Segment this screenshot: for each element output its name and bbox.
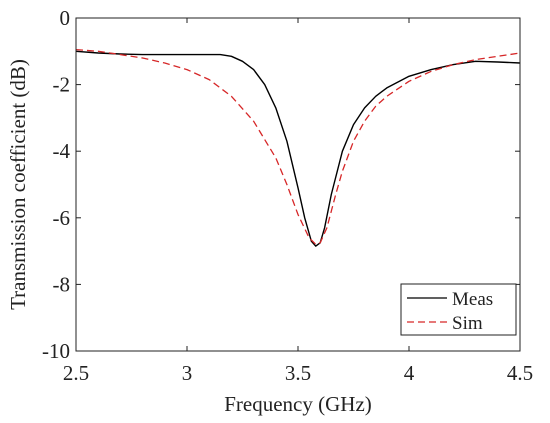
y-axis-label: Transmission coefficient (dB) — [6, 59, 30, 310]
legend-label-sim: Sim — [452, 313, 483, 334]
y-tick-label: -8 — [53, 272, 71, 296]
x-tick-label: 3.5 — [285, 361, 311, 385]
y-tick-label: -2 — [53, 73, 71, 97]
y-tick-label: -4 — [53, 139, 71, 163]
axis-ticks: 2.5 3 3.5 4 4.5 0 -2 -4 -6 -8 -10 — [42, 6, 533, 385]
x-tick-label: 2.5 — [63, 361, 89, 385]
series-line-meas — [75, 50, 521, 247]
series-line-sim — [75, 48, 521, 246]
x-tick-label: 4.5 — [507, 361, 533, 385]
legend-box — [400, 283, 517, 336]
plot-series-group — [75, 48, 521, 247]
y-tick-label: -10 — [42, 339, 70, 363]
x-tick-label: 4 — [404, 361, 415, 385]
legend-label-meas: Meas — [452, 289, 493, 310]
x-axis-label: Frequency (GHz) — [224, 392, 372, 416]
y-tick-label: 0 — [60, 6, 71, 30]
y-tick-label: -6 — [53, 206, 71, 230]
legend: Meas Sim — [400, 283, 517, 336]
x-tick-label: 3 — [182, 361, 193, 385]
